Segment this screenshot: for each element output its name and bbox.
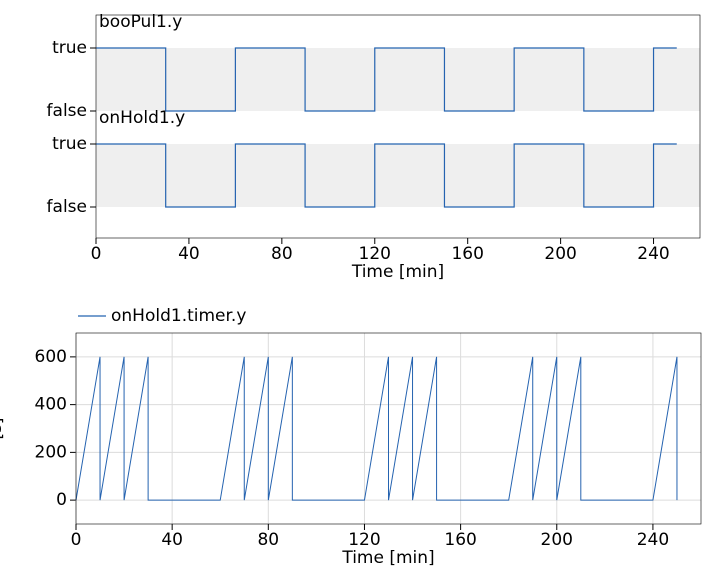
x-tick-label: 80 (257, 530, 279, 550)
y-tick-label: true (52, 38, 87, 58)
band (96, 48, 700, 111)
series-label: booPul1.y (99, 12, 182, 32)
x-axis-label: Time [min] (341, 548, 434, 568)
series-line (96, 143, 677, 208)
y-axis-label: [s] (0, 417, 6, 439)
x-tick-label: 120 (348, 530, 380, 550)
x-tick-label: 0 (91, 244, 102, 264)
x-tick-label: 200 (544, 244, 576, 264)
y-tick-label: false (47, 197, 87, 217)
y-tick-label: true (52, 134, 87, 154)
x-tick-label: 160 (451, 244, 483, 264)
band (96, 144, 700, 207)
x-tick-label: 200 (541, 530, 573, 550)
series-label: onHold1.y (99, 108, 185, 128)
plot-frame (95, 14, 701, 239)
x-tick-label: 0 (71, 530, 82, 550)
y-tick-label: 200 (35, 442, 67, 462)
x-tick-label: 240 (637, 244, 669, 264)
series-line (75, 356, 678, 501)
x-axis-label: Time [min] (351, 262, 444, 282)
x-tick-label: 160 (444, 530, 476, 550)
y-tick-label: 0 (56, 490, 67, 510)
series-line (96, 47, 677, 112)
legend-label: onHold1.timer.y (111, 306, 246, 326)
x-tick-label: 40 (161, 530, 183, 550)
y-tick-label: false (47, 101, 87, 121)
x-tick-label: 40 (178, 244, 200, 264)
x-tick-label: 120 (359, 244, 391, 264)
plot-frame (75, 332, 702, 525)
y-tick-label: 600 (35, 347, 67, 367)
y-tick-label: 400 (35, 395, 67, 415)
x-tick-label: 80 (271, 244, 293, 264)
x-tick-label: 240 (637, 530, 669, 550)
